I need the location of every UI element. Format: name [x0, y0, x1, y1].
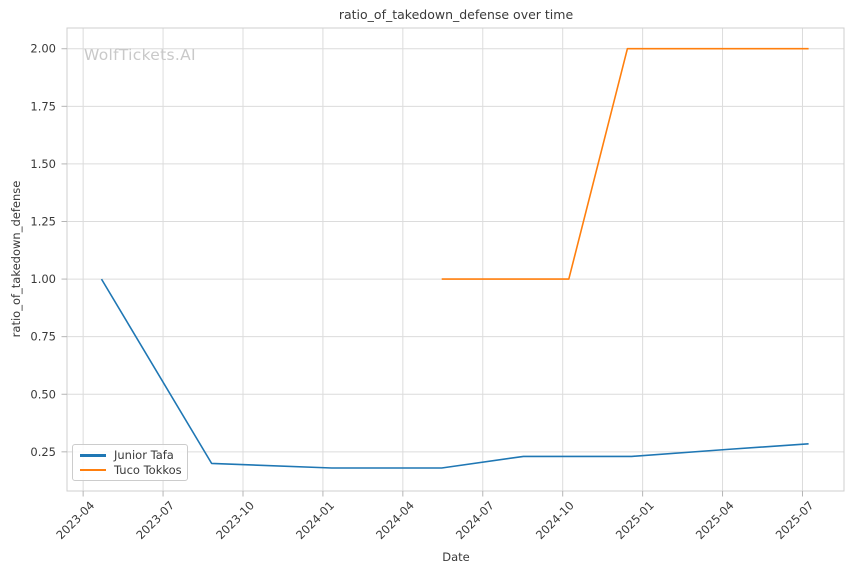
x-tick-label: 2024-01 [293, 498, 337, 542]
y-tick-label: 1.25 [30, 214, 56, 228]
y-tick-label: 0.50 [30, 387, 56, 401]
x-tick-label: 2025-01 [613, 498, 657, 542]
series-line-tuco-tokkos [441, 47, 809, 280]
legend-item: Tuco Tokkos [80, 462, 182, 477]
y-tick-label: 1.75 [30, 99, 56, 113]
y-tick-label: 0.75 [30, 330, 56, 344]
y-tick-label: 0.25 [30, 445, 56, 459]
x-axis-label: Date [442, 550, 470, 564]
x-tick-label: 2024-10 [533, 498, 577, 542]
legend: Junior Tafa Tuco Tokkos [72, 444, 188, 481]
x-tick-label: 2025-04 [693, 498, 737, 542]
x-tick-label: 2023-07 [133, 498, 177, 542]
x-tick-label: 2024-07 [453, 498, 497, 542]
plot-background [67, 28, 844, 491]
legend-label: Tuco Tokkos [114, 462, 182, 477]
y-tick-label: 1.50 [30, 157, 56, 171]
x-tick-label: 2023-10 [213, 498, 257, 542]
x-tick-label: 2024-04 [373, 498, 417, 542]
chart-title: ratio_of_takedown_defense over time [338, 7, 574, 22]
y-axis-label: ratio_of_takedown_defense [9, 180, 23, 338]
y-tick-label: 1.00 [30, 272, 56, 286]
series-line-junior-tafa [100, 278, 809, 469]
legend-label: Junior Tafa [114, 448, 174, 463]
y-tick-label: 2.00 [30, 42, 56, 56]
x-tick-label: 2023-04 [53, 498, 97, 542]
watermark: WolfTickets.AI [84, 46, 196, 64]
x-tick-label: 2025-07 [773, 498, 817, 542]
legend-item: Junior Tafa [80, 448, 180, 462]
plot-frame [66, 27, 845, 492]
legend-swatch [80, 454, 106, 457]
legend-swatch [80, 468, 106, 471]
